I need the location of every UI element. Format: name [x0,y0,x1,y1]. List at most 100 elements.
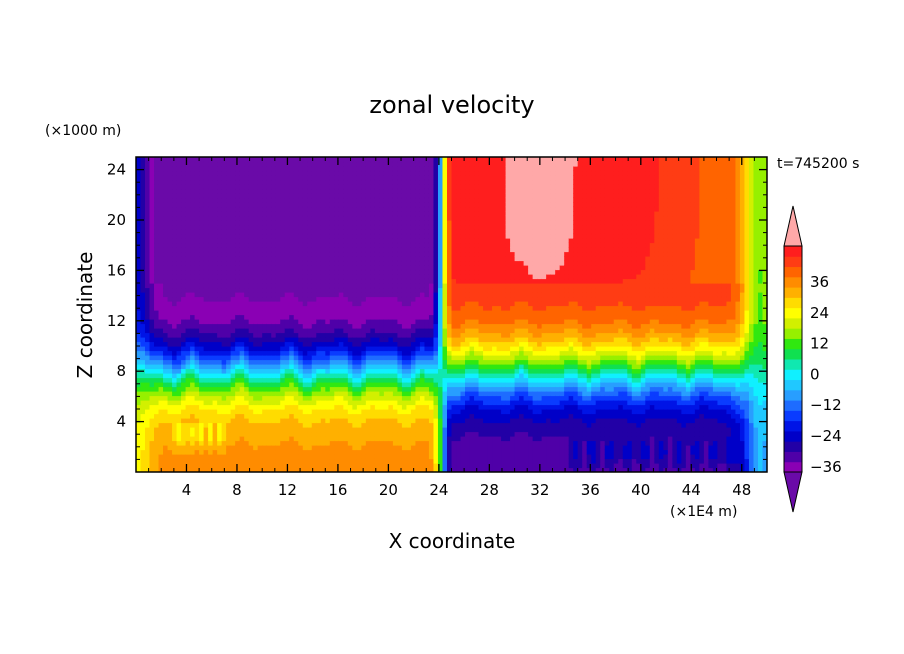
field-cell [433,314,439,320]
field-cell [154,193,160,199]
field-cell [262,175,268,181]
field-cell [365,260,371,266]
field-cell [298,422,304,428]
field-cell [136,400,142,406]
field-cell [316,242,322,248]
field-cell [271,278,277,284]
field-cell [392,449,399,455]
field-cell [203,449,209,455]
field-cell [329,440,335,446]
field-cell [406,175,412,181]
field-cell [226,395,232,401]
field-cell [149,440,155,446]
y-unit-label: (×1000 m) [45,123,121,139]
field-cell [446,454,453,460]
field-cell [437,265,444,271]
field-cell [212,436,218,442]
field-cell [334,413,340,419]
field-cell [176,260,182,266]
field-cell [347,301,353,307]
field-cell [262,458,268,464]
field-cell [248,386,254,392]
field-cell [185,463,191,469]
field-cell [262,436,268,442]
field-cell [266,247,272,253]
field-cell [289,400,295,406]
field-cell [194,274,200,280]
field-cell [451,427,457,433]
field-cell [167,395,173,401]
field-cell [226,292,232,298]
field-cell [284,305,290,311]
field-cell [239,359,245,365]
field-cell [374,224,380,230]
field-cell [284,242,290,248]
field-cell [442,179,448,185]
field-cell [392,283,399,289]
field-cell [257,382,263,388]
field-cell [446,157,453,163]
field-cell [230,458,236,464]
field-cell [167,373,173,379]
field-cell [397,382,403,388]
field-cell [289,157,295,163]
field-cell [199,382,205,388]
field-cell [406,350,412,356]
field-cell [343,377,349,383]
field-cell [424,224,430,230]
field-cell [352,373,358,379]
field-cell [257,319,263,325]
field-cell [266,346,272,352]
field-cell [320,400,326,406]
field-cell [190,233,196,239]
field-cell [392,364,399,370]
field-cell [428,350,435,356]
field-cell [167,346,173,352]
field-cell [280,283,286,289]
field-cell [442,404,448,410]
field-cell [271,260,277,266]
field-cell [361,359,367,365]
field-cell [442,260,448,266]
field-cell [383,373,389,379]
field-cell [379,386,385,392]
field-cell [145,206,151,212]
field-cell [226,202,232,208]
field-cell [271,355,277,361]
field-cell [406,206,412,212]
field-cell [266,251,272,257]
field-cell [311,377,317,383]
field-cell [302,161,308,167]
field-cell [307,251,313,257]
field-cell [293,229,299,235]
field-cell [401,211,408,217]
field-cell [451,301,457,307]
field-cell [329,449,335,455]
field-cell [203,305,209,311]
field-cell [415,206,421,212]
field-cell [203,436,209,442]
field-cell [284,283,290,289]
field-cell [302,422,308,428]
field-cell [208,206,214,212]
field-cell [167,296,173,302]
field-cell [338,422,344,428]
field-cell [388,278,394,284]
field-cell [379,301,385,307]
field-cell [280,274,286,280]
field-cell [293,337,299,343]
field-cell [194,431,200,437]
field-cell [239,454,245,460]
field-cell [428,157,435,163]
field-cell [185,382,191,388]
field-cell [248,440,254,446]
field-cell [181,364,187,370]
field-cell [226,242,232,248]
field-cell [347,364,353,370]
field-cell [235,161,241,167]
field-cell [428,413,435,419]
field-cell [325,436,331,442]
field-cell [347,323,353,329]
field-cell [374,301,380,307]
field-cell [136,274,142,280]
